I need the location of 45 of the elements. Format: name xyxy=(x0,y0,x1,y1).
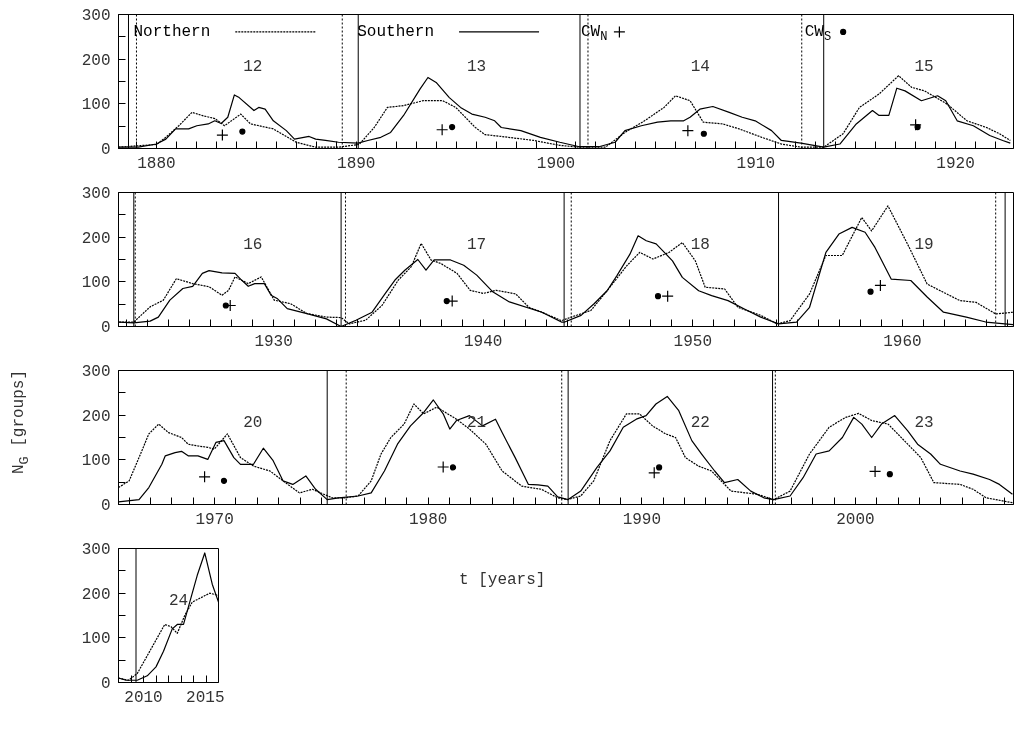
annotation: 14 xyxy=(690,57,710,76)
x-tick-label: 1970 xyxy=(195,510,234,529)
annotation: 20 xyxy=(243,413,263,432)
y-tick-label: 0 xyxy=(100,497,111,515)
x-tick-label: 1900 xyxy=(536,154,576,173)
x-tick-label: 2010 xyxy=(124,688,163,707)
y-tick-label: 200 xyxy=(81,229,111,248)
x-tick-label: 1940 xyxy=(464,332,503,351)
annotation: 22 xyxy=(690,413,710,432)
x-tick-label: 1880 xyxy=(137,154,176,173)
y-tick-label: 300 xyxy=(81,363,111,381)
annotation: 17 xyxy=(466,235,487,254)
y-tick-label: 0 xyxy=(100,141,111,159)
y-tick-label: 100 xyxy=(81,630,111,649)
y-tick-label: 300 xyxy=(81,7,111,25)
annotation: 23 xyxy=(914,413,934,432)
y-tick-label: 200 xyxy=(81,51,111,70)
y-tick-label: 300 xyxy=(81,185,111,203)
x-tick-label: 2000 xyxy=(836,510,875,529)
legend-label: Northern xyxy=(133,22,211,41)
x-tick-label: 2015 xyxy=(186,688,225,707)
y-tick-label: 100 xyxy=(81,452,111,471)
x-axis-title: t [years] xyxy=(458,570,546,591)
annotation: 15 xyxy=(914,57,934,76)
y-tick-label: 300 xyxy=(81,541,111,559)
y-tick-label: 0 xyxy=(100,675,111,693)
x-tick-label: 1990 xyxy=(622,510,662,529)
x-tick-label: 1930 xyxy=(254,332,293,351)
annotation: 18 xyxy=(690,235,710,254)
y-tick-label: 0 xyxy=(100,319,111,337)
y-tick-label: 200 xyxy=(81,407,111,426)
annotation: 19 xyxy=(914,235,934,254)
annotation: 13 xyxy=(466,57,487,76)
y-tick-label: 200 xyxy=(81,585,111,604)
x-tick-label: 1980 xyxy=(409,510,448,529)
y-tick-label: 100 xyxy=(81,96,111,115)
y-tick-label: 100 xyxy=(81,274,111,293)
annotation: 12 xyxy=(243,57,263,76)
x-tick-label: 1910 xyxy=(736,154,775,173)
x-tick-label: 1950 xyxy=(673,332,713,351)
x-tick-label: 1890 xyxy=(337,154,376,173)
x-tick-label: 1920 xyxy=(936,154,975,173)
x-tick-label: 1960 xyxy=(883,332,922,351)
annotation: 16 xyxy=(243,235,263,254)
annotation: 24 xyxy=(168,591,189,610)
